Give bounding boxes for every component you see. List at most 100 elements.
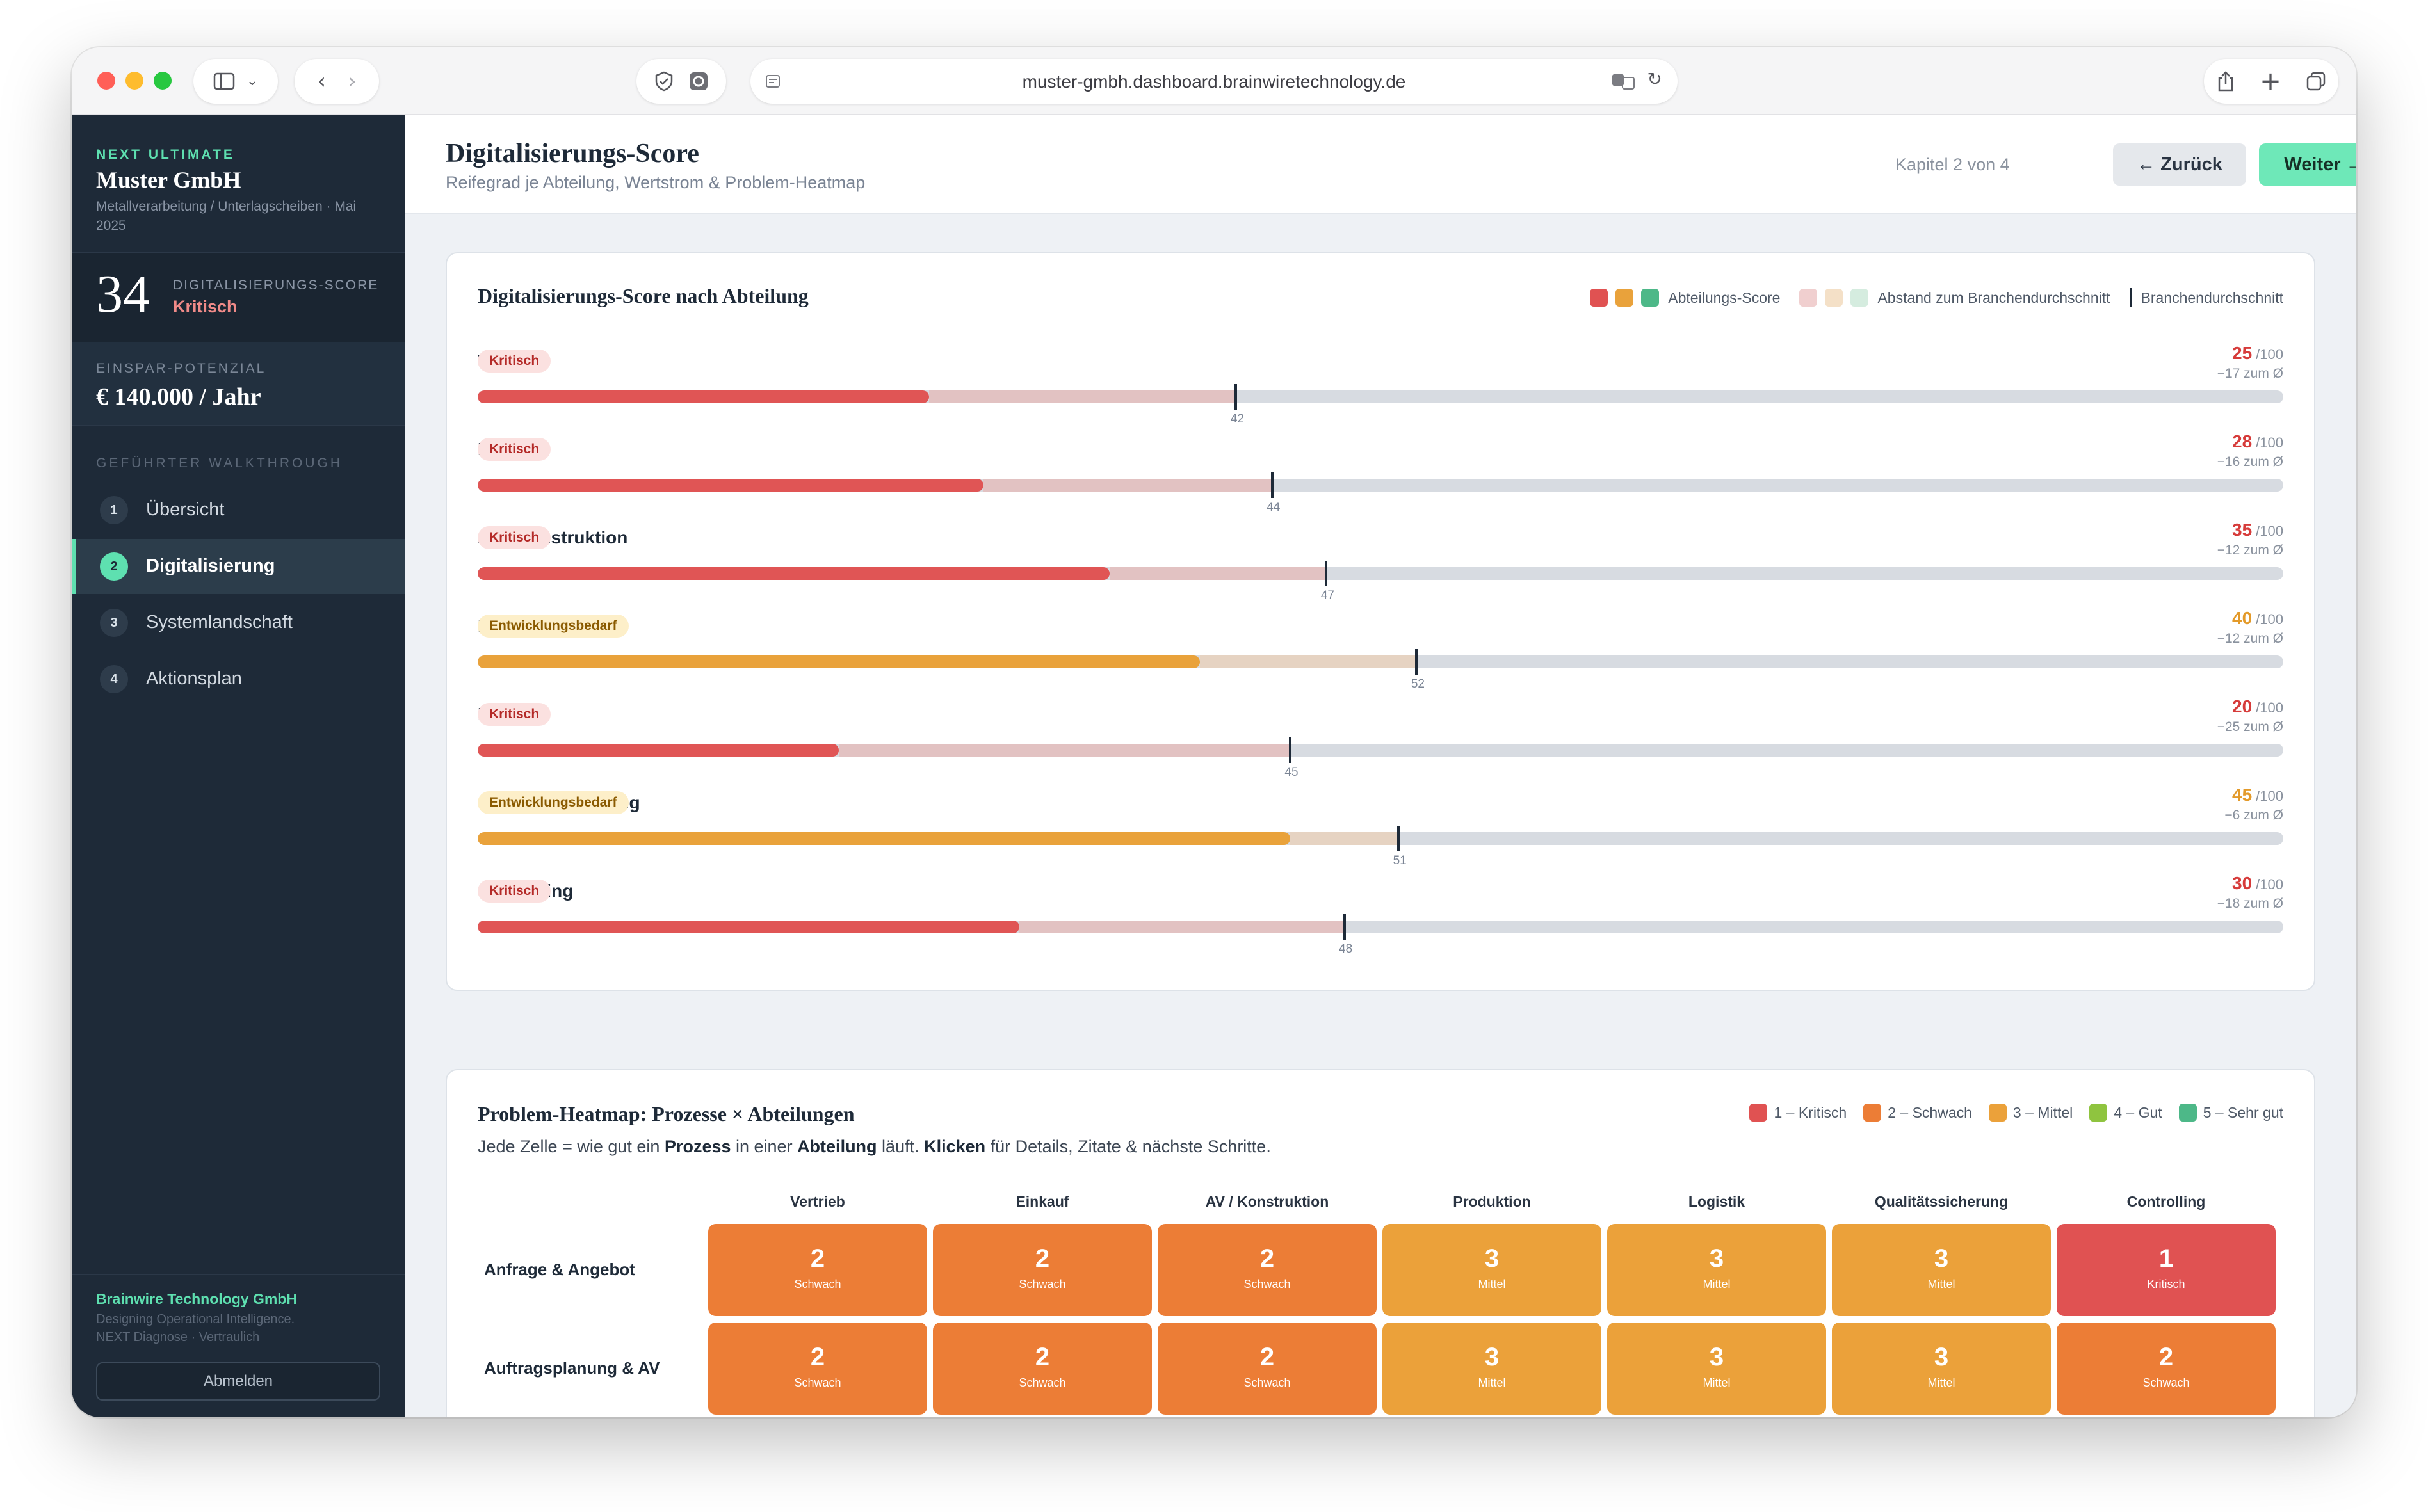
- gap-bar: [1200, 655, 1417, 668]
- department-row[interactable]: ProduktionEntwicklungsbedarf40/100−12 zu…: [478, 603, 2283, 691]
- cell-score: 2: [1259, 1244, 1275, 1273]
- score-bar: [478, 567, 1110, 580]
- description-text: Jede Zelle = wie gut ein: [478, 1137, 665, 1156]
- nav-item-uebersicht[interactable]: 1 Übersicht: [72, 483, 405, 538]
- score-number: 30: [2232, 873, 2253, 893]
- department-row[interactable]: LogistikKritisch20/100−25 zum Ø45: [478, 691, 2283, 780]
- status-badge: Entwicklungsbedarf: [478, 615, 629, 638]
- step-number: 4: [100, 665, 128, 693]
- back-icon[interactable]: ‹: [317, 68, 326, 94]
- gap-to-average: −25 zum Ø: [2217, 720, 2283, 734]
- score-max: /100: [2256, 700, 2283, 716]
- heatmap-cell[interactable]: 2 Schwach: [708, 1323, 927, 1415]
- heatmap-cell[interactable]: 1 Kritisch: [2057, 1224, 2276, 1316]
- gap-to-average: −18 zum Ø: [2217, 896, 2283, 911]
- description-text: für Details, Zitate & nächste Schritte.: [985, 1137, 1271, 1156]
- minimize-window-button[interactable]: [125, 72, 143, 90]
- heatmap-card: Problem-Heatmap: Prozesse × Abteilungen …: [446, 1069, 2315, 1417]
- average-marker: [1343, 914, 1346, 940]
- cell-score: 3: [1934, 1343, 1949, 1371]
- sidebar-toggle-button[interactable]: ⌄: [193, 59, 278, 104]
- heatmap-cell[interactable]: 2 Schwach: [933, 1323, 1152, 1415]
- heatmap-column-header: Qualitätssicherung: [1874, 1193, 2009, 1210]
- page-settings-icon[interactable]: [765, 73, 781, 90]
- score-number: 25: [2232, 343, 2253, 363]
- score-max: /100: [2256, 876, 2283, 892]
- status-badge: Kritisch: [478, 703, 551, 726]
- heatmap-description: Jede Zelle = wie gut ein Prozess in eine…: [478, 1137, 1271, 1157]
- heatmap-row-header: Auftragsplanung & AV: [484, 1358, 660, 1378]
- gap-to-average: −12 zum Ø: [2217, 631, 2283, 646]
- sidebar: NEXT ULTIMATE Muster GmbH Metallverarbei…: [72, 115, 405, 1417]
- reload-icon[interactable]: ↻: [1647, 68, 1662, 90]
- heatmap-cell[interactable]: 3 Mittel: [1607, 1224, 1826, 1316]
- score-track: [478, 655, 2283, 668]
- heatmap-cell[interactable]: 2 Schwach: [2057, 1323, 2276, 1415]
- extension-icon[interactable]: [688, 70, 709, 92]
- heatmap-cell[interactable]: 3 Mittel: [1832, 1224, 2051, 1316]
- cell-level: Mittel: [1703, 1376, 1731, 1389]
- address-bar[interactable]: muster-gmbh.dashboard.brainwiretechnolog…: [750, 59, 1678, 104]
- sidebar-icon: [213, 72, 235, 90]
- heatmap-column-header: Controlling: [2126, 1193, 2206, 1210]
- heatmap-cell[interactable]: 2 Schwach: [1158, 1224, 1377, 1316]
- score-track: [478, 744, 2283, 757]
- privacy-shield-icon[interactable]: [653, 70, 675, 92]
- department-row[interactable]: VertriebKritisch25/100−17 zum Ø42: [478, 338, 2283, 426]
- extensions-group: [636, 59, 726, 104]
- cell-level: Schwach: [1243, 1278, 1291, 1291]
- gap-bar: [983, 479, 1272, 492]
- score-value: 40/100: [2232, 608, 2283, 629]
- forward-icon[interactable]: ›: [348, 68, 357, 94]
- savings-summary: EINSPAR-POTENZIAL € 140.000 / Jahr: [72, 342, 405, 425]
- new-tab-icon[interactable]: +: [2260, 67, 2281, 96]
- description-text: läuft.: [877, 1137, 925, 1156]
- legend-swatch-gap-development: [1825, 289, 1843, 307]
- nav-item-systemlandschaft[interactable]: 3 Systemlandschaft: [72, 595, 405, 650]
- translate-icon[interactable]: [1611, 72, 1637, 90]
- score-number: 20: [2232, 696, 2253, 716]
- department-row[interactable]: ControllingKritisch30/100−18 zum Ø48: [478, 868, 2283, 956]
- share-icon[interactable]: [2216, 70, 2235, 92]
- nav-item-digitalisierung[interactable]: 2 Digitalisierung: [72, 539, 405, 594]
- cell-level: Schwach: [1019, 1278, 1066, 1291]
- legend-swatch-level-4: [2089, 1104, 2108, 1122]
- legend-swatch-good: [1641, 289, 1660, 307]
- cell-score: 3: [1709, 1244, 1724, 1273]
- heatmap-cell[interactable]: 2 Schwach: [933, 1224, 1152, 1316]
- cell-score: 3: [1484, 1343, 1500, 1371]
- nav-item-aktionsplan[interactable]: 4 Aktionsplan: [72, 652, 405, 707]
- next-button[interactable]: Weiter →: [2259, 143, 2356, 186]
- heatmap-cell[interactable]: 3 Mittel: [1832, 1323, 2051, 1415]
- footer-company: Brainwire Technology GmbH: [96, 1291, 297, 1307]
- status-badge: Entwicklungsbedarf: [478, 791, 629, 814]
- average-label: 45: [1284, 766, 1299, 779]
- maximize-window-button[interactable]: [154, 72, 172, 90]
- legend-average-label: Branchendurchschnitt: [2141, 289, 2283, 306]
- score-max: /100: [2256, 611, 2283, 627]
- score-number: 35: [2232, 520, 2253, 540]
- description-text: in einer: [731, 1137, 798, 1156]
- logout-button[interactable]: Abmelden: [96, 1362, 380, 1401]
- product-brand: NEXT ULTIMATE: [96, 147, 235, 162]
- description-emphasis: Klicken: [924, 1137, 986, 1156]
- back-button[interactable]: ← Zurück: [2113, 143, 2246, 186]
- close-window-button[interactable]: [97, 72, 115, 90]
- status-badge: Kritisch: [478, 526, 551, 549]
- legend-swatch-gap-good: [1850, 289, 1869, 307]
- department-row[interactable]: EinkaufKritisch28/100−16 zum Ø44: [478, 426, 2283, 515]
- score-status: Kritisch: [173, 297, 238, 316]
- score-value: 20/100: [2232, 696, 2283, 717]
- score-number: 40: [2232, 608, 2253, 628]
- tab-overview-icon[interactable]: [2306, 71, 2326, 92]
- department-row[interactable]: AV / Konstruktion Kritisch 35/100 −12 zum Ø…: [478, 515, 2283, 603]
- heatmap-cell[interactable]: 2 Schwach: [1158, 1323, 1377, 1415]
- average-marker: [1289, 737, 1291, 763]
- heatmap-cell[interactable]: 3 Mittel: [1382, 1323, 1601, 1415]
- heatmap-cell[interactable]: 2 Schwach: [708, 1224, 927, 1316]
- heatmap-cell[interactable]: 3 Mittel: [1382, 1224, 1601, 1316]
- status-badge: Kritisch: [478, 880, 551, 903]
- heatmap-cell[interactable]: 3 Mittel: [1607, 1323, 1826, 1415]
- department-row[interactable]: QualitätssicherungEntwicklungsbedarf45/1…: [478, 780, 2283, 868]
- heatmap-column-header: Logistik: [1688, 1193, 1745, 1210]
